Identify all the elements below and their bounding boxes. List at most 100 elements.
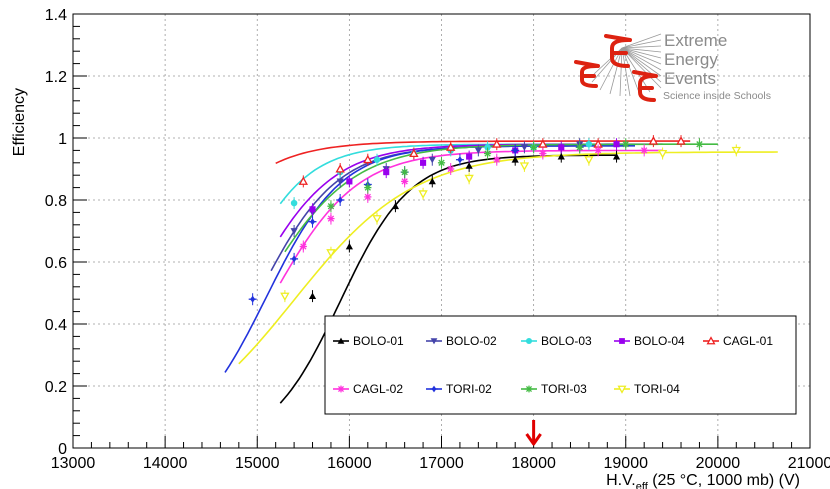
data-point-cagl-02 xyxy=(401,177,409,185)
logo-line-2: Energy xyxy=(664,50,718,69)
data-point-bolo-04 xyxy=(309,206,316,213)
y-tick-label: 1.4 xyxy=(45,7,67,24)
fit-curve-tori-02 xyxy=(224,145,635,373)
y-tick-label: 0 xyxy=(58,441,67,458)
data-point-tori-03 xyxy=(401,168,409,176)
data-point-tori-04 xyxy=(464,174,474,184)
data-point-bolo-02 xyxy=(336,178,344,185)
logo-e-mark-top xyxy=(604,34,632,68)
data-point-tori-02 xyxy=(248,295,257,303)
data-point-tori-03 xyxy=(530,143,538,151)
x-tick-label: 20000 xyxy=(696,455,741,472)
x-tick-label: 18000 xyxy=(511,455,556,472)
x-tick-label: 15000 xyxy=(235,455,280,472)
data-point-bolo-04 xyxy=(383,169,390,176)
logo-line-3: Events xyxy=(664,69,716,88)
data-point-bolo-04 xyxy=(420,159,427,166)
data-point-cagl-01 xyxy=(409,148,419,158)
data-point-tori-04 xyxy=(326,249,336,258)
logo-e-mark-left xyxy=(574,60,600,88)
legend-box xyxy=(324,315,797,415)
legend-marker-bolo-02 xyxy=(430,338,438,345)
data-point-tori-04 xyxy=(280,292,290,302)
data-point-tori-04 xyxy=(731,146,742,156)
extreme-energy-events-logo: Extreme Energy Events Science inside Sch… xyxy=(574,31,771,102)
data-point-tori-02 xyxy=(455,156,464,164)
x-axis-title: H.V.eff (25 °C, 1000 mb) (V) xyxy=(606,472,800,489)
y-tick-label: 0.6 xyxy=(45,255,67,272)
data-point-cagl-02 xyxy=(327,215,335,223)
data-point-cagl-02 xyxy=(640,146,648,154)
data-point-tori-03 xyxy=(364,184,372,192)
legend-label-tori-04: TORI-04 xyxy=(634,382,680,396)
logo-line-1: Extreme xyxy=(664,31,727,50)
data-point-tori-04 xyxy=(418,190,428,199)
data-point-cagl-01 xyxy=(648,136,659,145)
legend-marker-tori-03 xyxy=(525,385,533,393)
legend-marker-bolo-03 xyxy=(525,337,533,345)
data-point-cagl-01 xyxy=(335,164,345,173)
x-tick-label: 21000 xyxy=(788,455,830,472)
data-point-cagl-02 xyxy=(364,193,372,201)
data-point-cagl-01 xyxy=(538,139,548,148)
data-point-bolo-01 xyxy=(612,153,621,160)
legend-label-bolo-03: BOLO-03 xyxy=(541,334,592,348)
data-point-tori-02 xyxy=(336,196,345,204)
data-point-bolo-04 xyxy=(346,178,353,185)
data-point-bolo-01 xyxy=(345,242,353,250)
legend-label-bolo-01: BOLO-01 xyxy=(353,334,404,348)
legend-marker-tori-04 xyxy=(617,385,627,394)
data-point-tori-04 xyxy=(584,156,594,165)
data-point-tori-02 xyxy=(308,218,317,226)
data-point-bolo-01 xyxy=(391,202,400,210)
hv-reference-arrow xyxy=(525,420,542,446)
data-point-tori-03 xyxy=(576,143,584,151)
legend-label-bolo-04: BOLO-04 xyxy=(634,334,685,348)
data-point-tori-03 xyxy=(327,202,335,210)
data-point-tori-03 xyxy=(483,149,492,158)
data-point-bolo-01 xyxy=(428,177,436,185)
data-point-tori-02 xyxy=(290,255,299,263)
data-point-bolo-04 xyxy=(558,144,565,151)
axes: 13000 14000 15000 16000 17000 18000 19000 20000… xyxy=(45,7,830,472)
legend: BOLO-01 BOLO-02 BOLO-03 BOLO-04 CAGL-01 CAGL-… xyxy=(324,315,797,415)
data-point-bolo-01 xyxy=(308,292,317,299)
legend-marker-cagl-01 xyxy=(706,336,716,345)
legend-marker-bolo-04 xyxy=(619,338,625,344)
data-point-tori-04 xyxy=(519,162,530,171)
legend-label-tori-02: TORI-02 xyxy=(446,382,492,396)
data-point-cagl-01 xyxy=(492,139,502,148)
data-markers xyxy=(248,135,742,306)
data-point-cagl-02 xyxy=(594,146,602,154)
data-point-bolo-04 xyxy=(466,153,473,160)
data-point-cagl-02 xyxy=(493,156,501,164)
data-point-tori-02 xyxy=(511,146,520,154)
arrow-head xyxy=(525,433,542,446)
data-point-cagl-01 xyxy=(676,136,686,145)
logo-line-4: Science inside Schools xyxy=(663,90,771,102)
fit-curve-tori-03 xyxy=(284,143,718,253)
y-tick-label: 0.4 xyxy=(45,317,67,334)
legend-label-bolo-02: BOLO-02 xyxy=(446,334,497,348)
data-point-tori-03 xyxy=(437,159,446,167)
x-tick-label: 19000 xyxy=(604,455,649,472)
data-point-tori-03 xyxy=(695,140,704,148)
fit-curve-tori-04 xyxy=(238,151,778,365)
data-point-tori-04 xyxy=(657,149,668,159)
data-point-bolo-04 xyxy=(613,141,620,148)
legend-marker-tori-02 xyxy=(430,385,438,393)
data-point-bolo-03 xyxy=(484,144,491,151)
x-tick-label: 17000 xyxy=(419,455,464,472)
data-point-bolo-03 xyxy=(290,199,298,207)
data-point-bolo-02 xyxy=(520,144,529,151)
data-point-cagl-01 xyxy=(446,142,456,151)
data-point-tori-04 xyxy=(372,215,382,224)
y-tick-label: 0.2 xyxy=(45,379,67,396)
legend-label-cagl-01: CAGL-01 xyxy=(723,334,773,348)
legend-label-tori-03: TORI-03 xyxy=(541,382,587,396)
data-point-bolo-03 xyxy=(585,140,593,148)
data-point-bolo-01 xyxy=(511,156,519,163)
x-tick-label: 13000 xyxy=(51,455,96,472)
y-tick-label: 1 xyxy=(58,131,67,148)
